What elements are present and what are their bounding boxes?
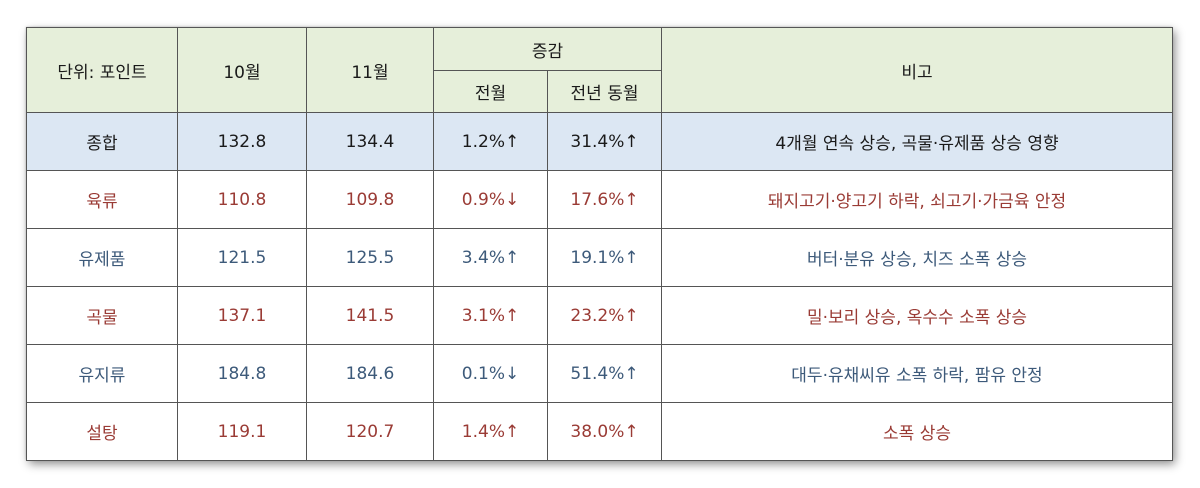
header-prev-year: 전년 동월 <box>547 70 662 113</box>
row-nov: 125.5 <box>306 228 434 287</box>
row-oct: 121.5 <box>177 228 307 287</box>
row-mom: 1.4%↑ <box>433 402 548 461</box>
row-yoy: 51.4%↑ <box>547 344 662 403</box>
row-yoy: 31.4%↑ <box>547 112 662 171</box>
header-unit: 단위: 포인트 <box>26 27 178 113</box>
row-note: 소폭 상승 <box>661 402 1173 461</box>
table-row: 육류 110.8 109.8 0.9%↓ 17.6%↑ 돼지고기·양고기 하락,… <box>26 170 1173 229</box>
row-name: 종합 <box>26 112 178 171</box>
row-nov: 134.4 <box>306 112 434 171</box>
row-nov: 109.8 <box>306 170 434 229</box>
table-row: 종합 132.8 134.4 1.2%↑ 31.4%↑ 4개월 연속 상승, 곡… <box>26 112 1173 171</box>
row-yoy: 17.6%↑ <box>547 170 662 229</box>
row-mom: 3.1%↑ <box>433 286 548 345</box>
row-oct: 137.1 <box>177 286 307 345</box>
header-change: 증감 <box>433 27 662 71</box>
row-note: 돼지고기·양고기 하락, 쇠고기·가금육 안정 <box>661 170 1173 229</box>
row-yoy: 19.1%↑ <box>547 228 662 287</box>
row-name: 유지류 <box>26 344 178 403</box>
header-prev-month: 전월 <box>433 70 548 113</box>
row-note: 4개월 연속 상승, 곡물·유제품 상승 영향 <box>661 112 1173 171</box>
row-note: 버터·분유 상승, 치즈 소폭 상승 <box>661 228 1173 287</box>
row-name: 육류 <box>26 170 178 229</box>
row-name: 곡물 <box>26 286 178 345</box>
header-oct: 10월 <box>177 27 307 113</box>
row-name: 유제품 <box>26 228 178 287</box>
row-nov: 120.7 <box>306 402 434 461</box>
row-yoy: 38.0%↑ <box>547 402 662 461</box>
row-oct: 184.8 <box>177 344 307 403</box>
header-nov: 11월 <box>306 27 434 113</box>
row-note: 밀·보리 상승, 옥수수 소폭 상승 <box>661 286 1173 345</box>
row-mom: 1.2%↑ <box>433 112 548 171</box>
row-mom: 3.4%↑ <box>433 228 548 287</box>
food-price-index-table: 단위: 포인트 10월 11월 증감 비고 전월 전년 동월 종합 132.8 … <box>26 27 1173 461</box>
row-nov: 141.5 <box>306 286 434 345</box>
row-oct: 132.8 <box>177 112 307 171</box>
table-frame: 단위: 포인트 10월 11월 증감 비고 전월 전년 동월 종합 132.8 … <box>26 27 1173 461</box>
header-remarks: 비고 <box>661 27 1173 113</box>
header-row-2: 전월 전년 동월 <box>27 70 1173 113</box>
row-mom: 0.1%↓ <box>433 344 548 403</box>
row-nov: 184.6 <box>306 344 434 403</box>
row-note: 대두·유채씨유 소폭 하락, 팜유 안정 <box>661 344 1173 403</box>
row-oct: 110.8 <box>177 170 307 229</box>
table-row: 설탕 119.1 120.7 1.4%↑ 38.0%↑ 소폭 상승 <box>26 402 1173 461</box>
table-row: 곡물 137.1 141.5 3.1%↑ 23.2%↑ 밀·보리 상승, 옥수수… <box>26 286 1173 345</box>
row-name: 설탕 <box>26 402 178 461</box>
table-row: 유제품 121.5 125.5 3.4%↑ 19.1%↑ 버터·분유 상승, 치… <box>26 228 1173 287</box>
header-row-1: 단위: 포인트 10월 11월 증감 비고 <box>26 27 1173 113</box>
row-oct: 119.1 <box>177 402 307 461</box>
row-mom: 0.9%↓ <box>433 170 548 229</box>
table-row: 유지류 184.8 184.6 0.1%↓ 51.4%↑ 대두·유채씨유 소폭 … <box>26 344 1173 403</box>
row-yoy: 23.2%↑ <box>547 286 662 345</box>
